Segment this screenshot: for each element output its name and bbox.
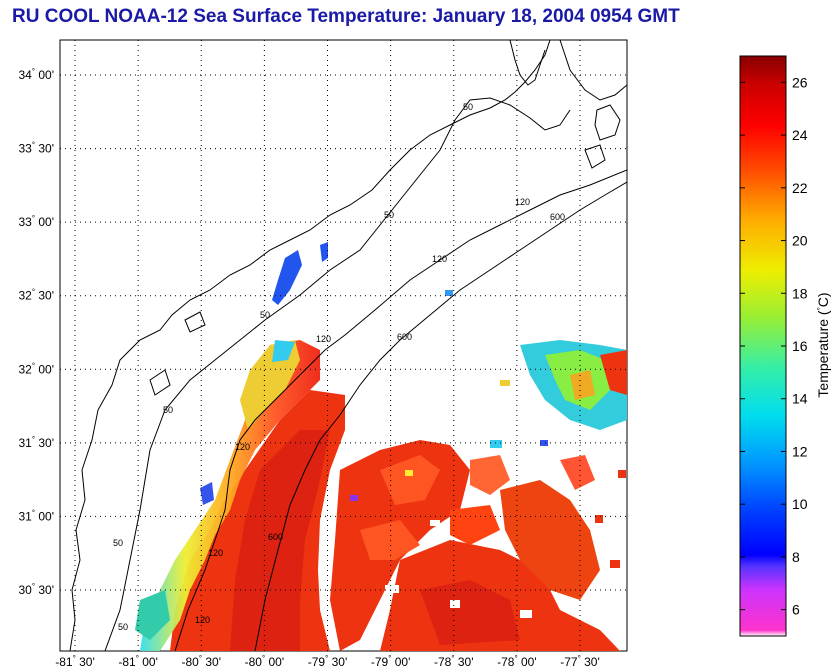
svg-text:120: 120	[432, 254, 447, 264]
svg-text:600: 600	[550, 212, 565, 222]
svg-text:50: 50	[463, 102, 473, 112]
lat-tick-label: 34° 00'	[18, 67, 54, 82]
colorbar-tick-label: 8	[792, 549, 800, 565]
depth-contour-600	[254, 181, 627, 651]
lon-tick-label: -81° 00'	[118, 654, 158, 669]
lat-tick-label: 31° 30'	[18, 435, 54, 450]
svg-text:50: 50	[118, 622, 128, 632]
svg-text:50: 50	[260, 310, 270, 320]
svg-text:600: 600	[268, 532, 283, 542]
svg-text:120: 120	[316, 334, 331, 344]
lat-tick-label: 31° 00'	[18, 508, 54, 523]
depth-contour-120	[174, 169, 627, 651]
lat-tick-label: 30° 30'	[18, 582, 54, 597]
svg-text:50: 50	[113, 538, 123, 548]
svg-text:120: 120	[208, 548, 223, 558]
colorbar	[739, 55, 787, 637]
colorbar-tick-label: 16	[792, 338, 808, 354]
colorbar-tick-label: 22	[792, 180, 808, 196]
colorbar-tick-label: 10	[792, 496, 808, 512]
colorbar-tick-label: 20	[792, 233, 808, 249]
colorbar-tick-label: 6	[792, 602, 800, 618]
lon-tick-label: -78° 30'	[434, 654, 474, 669]
lon-tick-label: -78° 00'	[497, 654, 537, 669]
svg-text:50: 50	[163, 405, 173, 415]
longitude-tick-labels: -81° 30' -81° 00' -80° 30' -80° 00' -79° 30'…	[55, 654, 600, 669]
lon-tick-label: -77° 30'	[560, 654, 600, 669]
sst-data-layer	[135, 242, 627, 651]
svg-text:600: 600	[397, 332, 412, 342]
lat-tick-label: 33° 30'	[18, 141, 54, 156]
svg-text:120: 120	[235, 442, 250, 452]
latitude-tick-labels: 34° 00' 33° 30' 33° 00' 32° 30' 32° 00' 31° 3…	[18, 67, 54, 597]
colorbar-tick-label: 14	[792, 391, 808, 407]
coastline	[69, 40, 551, 651]
svg-text:120: 120	[195, 615, 210, 625]
colorbar-label: Temperature (°C)	[815, 292, 831, 397]
depth-contour-50	[104, 97, 571, 651]
svg-text:50: 50	[384, 210, 394, 220]
map-title: RU COOL NOAA-12 Sea Surface Temperature:…	[12, 6, 680, 27]
depth-contour-labels: 50 50 50 50 50 50 120 120 120 120 120 12…	[113, 102, 565, 632]
colorbar-tick-label: 26	[792, 74, 808, 90]
colorbar-tick-labels: 6 8 10 12 14 16 18 20 22 24 26	[740, 74, 808, 618]
lon-tick-label: -79° 30'	[308, 654, 348, 669]
lat-tick-label: 32° 30'	[18, 288, 54, 303]
lon-tick-label: -80° 00'	[245, 654, 285, 669]
lat-tick-label: 32° 00'	[18, 361, 54, 376]
svg-text:120: 120	[515, 197, 530, 207]
lon-tick-label: -81° 30'	[55, 654, 95, 669]
graticule	[60, 40, 627, 651]
colorbar-tick-label: 24	[792, 127, 808, 143]
lon-tick-label: -80° 30'	[181, 654, 221, 669]
colorbar-tick-label: 18	[792, 285, 808, 301]
lon-tick-label: -79° 00'	[371, 654, 411, 669]
colorbar-tick-label: 12	[792, 443, 808, 459]
lat-tick-label: 33° 00'	[18, 214, 54, 229]
